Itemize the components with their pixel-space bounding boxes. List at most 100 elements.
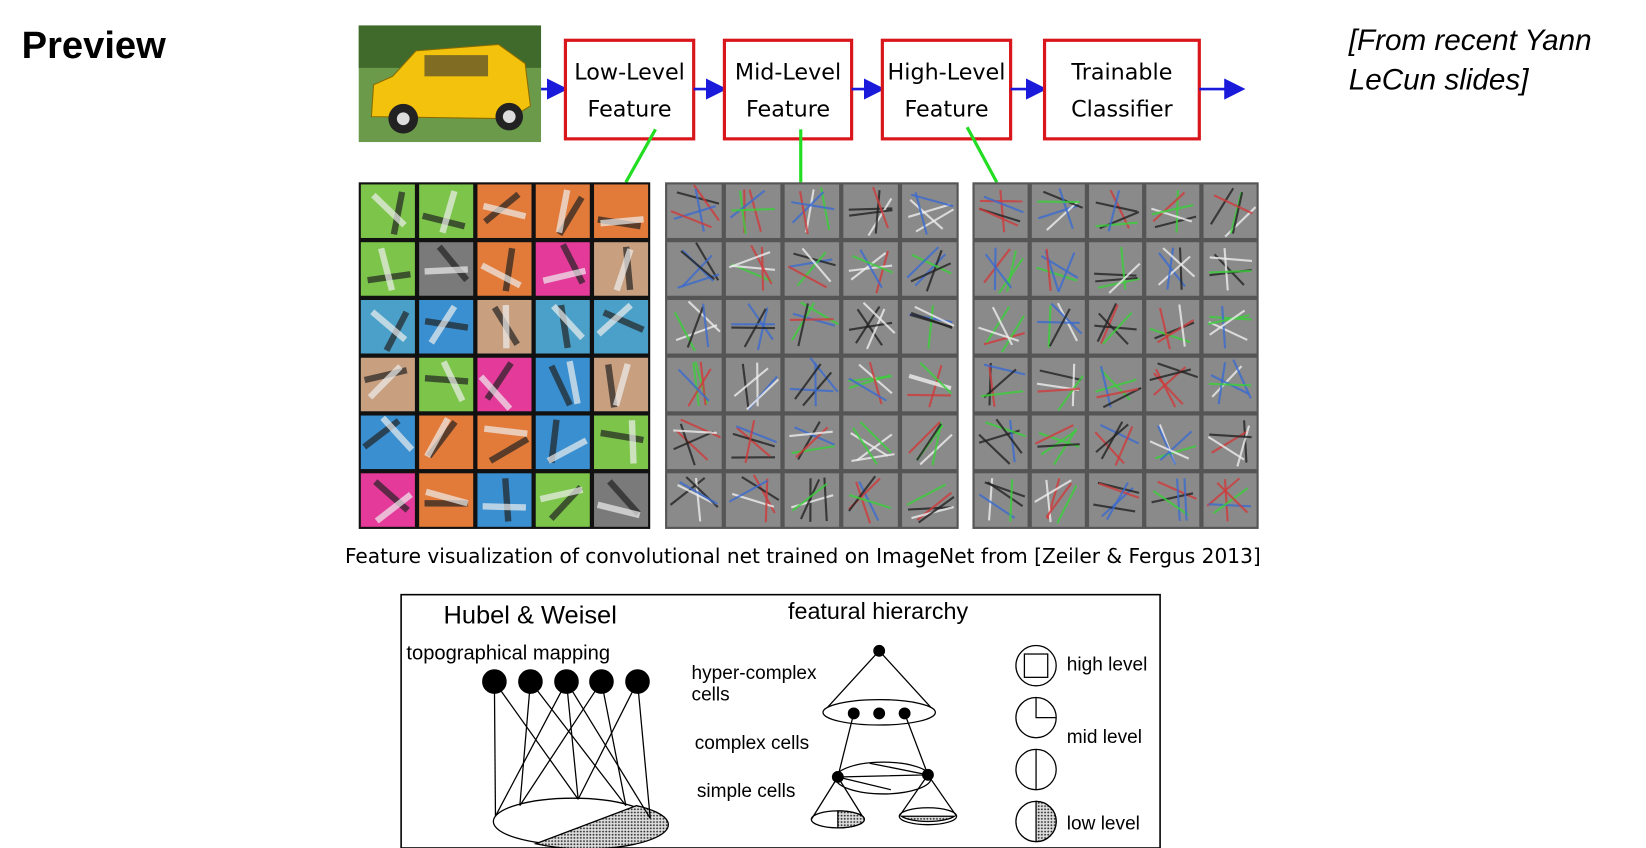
neuron [518,669,543,694]
feature-stroke [1213,253,1245,286]
feature-stroke [1095,276,1138,283]
feature-stroke [764,478,769,523]
feature-cell [784,184,840,238]
feature-cell [667,415,722,470]
feature-stroke [1037,387,1080,393]
stage-label: Feature [904,97,988,123]
feature-stroke [907,393,951,397]
feature-stroke [425,488,469,507]
connection [494,681,568,817]
connection [493,681,579,800]
neuron [625,669,650,694]
feature-stroke [555,189,571,234]
feature-cell [784,357,840,412]
feature-stroke [801,247,832,283]
feature-stroke [680,250,716,280]
feature-stroke [1206,477,1241,507]
feature-stroke [731,207,775,212]
feature-stroke [1056,485,1078,524]
feature-stroke [699,361,707,406]
feature-stroke [738,190,747,235]
feature-stroke [983,363,1026,376]
feature-stroke [1071,363,1076,407]
feature-stroke [796,251,827,287]
feature-stroke [752,474,776,514]
feature-stroke [548,364,573,407]
feature-stroke [909,373,952,389]
feature-stroke [862,302,896,334]
feature-stroke [978,433,1011,465]
feature-stroke [1096,387,1139,399]
feature-stroke [1046,200,1079,231]
feature-stroke [728,479,768,503]
level-label: mid level [1067,727,1142,748]
feature-stroke [744,420,756,464]
feature-stroke [978,326,1020,342]
feature-stroke [480,262,522,289]
feature-stroke [789,430,833,438]
feature-cell [1146,184,1200,238]
feature-stroke [795,426,829,458]
feature-stroke [787,265,828,289]
feature-cell [667,242,722,296]
feature-stroke [551,303,585,341]
feature-stroke [1157,362,1199,379]
feature-stroke [1095,221,1138,228]
feature-stroke [747,303,774,341]
stage-box [722,38,854,141]
cell-label: simple cells [697,781,796,802]
link-line [624,128,657,184]
feature-stroke [1208,269,1252,274]
feature-stroke [1107,189,1121,232]
feature-stroke [1223,248,1229,291]
feature-stroke [850,252,887,281]
feature-stroke [1175,190,1179,233]
feature-stroke [918,496,955,524]
feature-stroke [733,367,769,397]
stage-label: Trainable [1070,60,1172,86]
stage-label: Feature [746,97,830,123]
feature-stroke [741,476,780,501]
feature-stroke [908,375,951,391]
feature-stroke [848,321,893,331]
feature-stroke [799,478,821,520]
feature-stroke [1162,247,1196,278]
feature-stroke [612,363,631,407]
feature-stroke [732,432,775,448]
feature-stroke [502,305,510,349]
feature-stroke [856,433,893,462]
feature-stroke [1231,191,1244,234]
feature-grid [358,182,651,529]
feature-stroke [679,423,696,466]
feature-stroke [1166,247,1175,290]
feature-stroke [756,362,759,407]
feature-stroke [1099,424,1140,445]
feature-stroke [613,248,634,292]
feature-cell [594,184,649,238]
feature-stroke [1178,304,1186,347]
feature-stroke [1213,194,1253,215]
feature-stroke [906,246,940,279]
stage-box [880,38,1013,141]
feature-stroke [675,429,709,461]
feature-stroke [1155,368,1177,408]
connection [565,681,651,819]
feature-stroke [789,318,834,321]
feature-stroke [1221,305,1227,349]
feature-stroke [855,481,872,524]
connection [519,681,602,806]
feature-stroke [605,364,618,408]
feature-stroke [868,361,883,405]
hubel-figure: Hubel & Weisel topographical mapping fea… [400,593,1161,848]
feature-stroke [848,377,887,402]
feature-stroke [988,364,996,407]
feature-stroke [482,202,527,220]
feature-stroke [791,482,828,512]
feature-stroke [794,426,835,446]
feature-stroke [731,323,775,326]
feature-cell [974,242,1028,296]
feature-stroke [482,503,526,511]
feature-stroke [1036,266,1078,282]
